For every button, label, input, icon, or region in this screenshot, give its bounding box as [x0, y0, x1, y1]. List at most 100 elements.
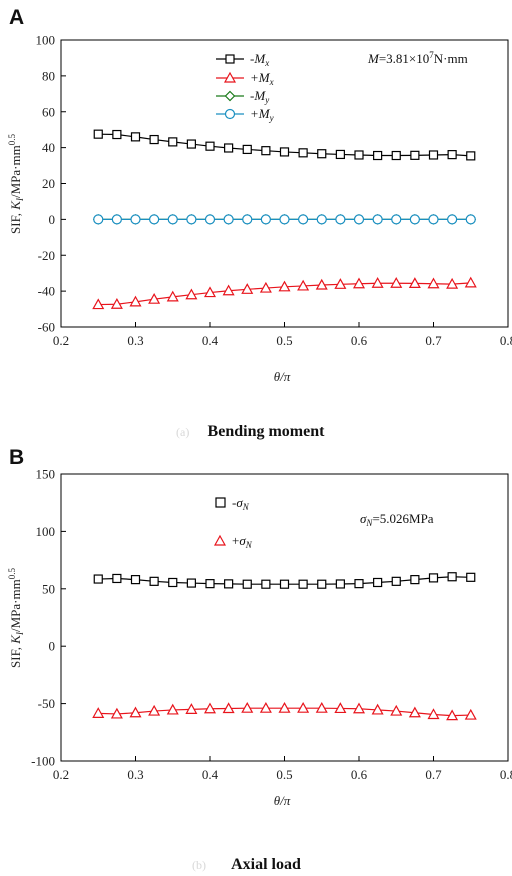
data-point-plus-sigman	[315, 701, 328, 713]
annotation-b: σN=5.026MPa	[360, 511, 434, 528]
data-point-minus-mx	[354, 150, 364, 160]
data-point-plus-my	[335, 214, 346, 225]
data-point-minus-sigman	[391, 576, 401, 586]
legend-label-plus-mx: +Mx	[250, 70, 274, 87]
legend-entry-plus-my: +My	[216, 106, 274, 123]
data-point-minus-mx	[261, 146, 271, 156]
y-axis-label-b: SIF, KI/MPa·mm0.5	[7, 568, 25, 668]
data-point-plus-mx	[129, 295, 142, 307]
y-tick-label: 0	[49, 639, 56, 654]
data-point-minus-sigman	[112, 573, 122, 584]
data-point-plus-sigman	[278, 701, 291, 713]
data-point-plus-mx	[110, 297, 123, 309]
data-point-minus-sigman	[261, 579, 271, 589]
data-point-minus-mx	[298, 148, 308, 158]
legend-marker-plus-sigma	[213, 534, 227, 546]
legend-label-minus-mx: -Mx	[250, 51, 269, 68]
data-point-minus-sigman	[447, 572, 457, 582]
data-point-plus-mx	[352, 277, 366, 289]
data-point-minus-mx	[224, 143, 234, 153]
legend-marker-minus-my	[224, 90, 236, 102]
data-point-plus-my	[279, 214, 290, 225]
data-point-plus-sigman	[129, 706, 142, 718]
legend-marker-minus-mx	[225, 54, 235, 64]
x-tick-label: 0.2	[53, 333, 69, 348]
data-point-plus-my	[93, 214, 104, 225]
data-point-minus-sigman	[242, 579, 252, 589]
y-tick-label: 60	[42, 104, 55, 119]
data-point-minus-sigman	[186, 578, 196, 588]
data-point-minus-sigman	[428, 573, 439, 583]
y-tick-label: 150	[36, 467, 56, 482]
data-point-minus-mx	[279, 147, 290, 157]
data-point-plus-my	[204, 214, 216, 225]
data-point-plus-my	[391, 214, 402, 225]
caption-b: Axial load	[231, 856, 301, 873]
data-point-minus-sigman	[149, 576, 159, 586]
y-tick-label: 0	[49, 212, 56, 227]
data-point-plus-sigman	[464, 708, 477, 720]
data-point-minus-sigman	[335, 579, 345, 589]
legend-label-plus-sigma: +σN	[232, 533, 253, 550]
data-point-minus-sigman	[224, 579, 234, 589]
data-point-plus-my	[428, 214, 439, 225]
x-axis-label-b: θ/π	[274, 793, 291, 808]
data-point-plus-my	[465, 214, 476, 225]
data-point-plus-mx	[203, 286, 217, 298]
data-point-plus-mx	[334, 278, 347, 289]
y-tick-label: 100	[36, 33, 56, 48]
legend-entry-plus-sigma: +σN	[213, 533, 253, 550]
data-point-minus-mx	[466, 151, 476, 161]
data-point-plus-mx	[315, 278, 328, 290]
y-tick-label: 50	[42, 581, 55, 596]
y-axis-label-a: SIF, KI/MPa·mm0.5	[7, 134, 25, 234]
data-point-plus-my	[186, 214, 197, 225]
x-tick-label: 0.3	[127, 333, 143, 348]
legend-label-minus-sigma: -σN	[232, 495, 250, 512]
panel-a: A 0.2 0.3 0.4 0.5 0.6 0.7 0.8 -60 -40 -20 0 20 40 60 8…	[7, 6, 512, 440]
data-point-minus-mx	[186, 139, 196, 149]
y-tick-label: -60	[38, 320, 55, 335]
y-tick-label: 20	[42, 176, 55, 191]
caption-ghost-a: (a)	[176, 425, 189, 439]
panel-b: B 0.20.30.40.50.60.70.8-100-50050100150 …	[7, 446, 512, 873]
legend-entry-minus-sigma: -σN	[215, 495, 250, 512]
data-point-minus-sigman	[130, 575, 141, 585]
data-point-minus-mx	[410, 150, 420, 160]
data-point-minus-sigman	[205, 579, 215, 589]
data-point-minus-sigman	[373, 577, 383, 588]
data-point-minus-sigman	[466, 572, 476, 582]
data-point-plus-my	[242, 214, 253, 225]
data-point-plus-sigman	[241, 701, 254, 713]
data-point-minus-sigman	[410, 575, 420, 585]
legend-entry-plus-mx: +Mx	[216, 70, 274, 87]
data-point-plus-my	[130, 214, 141, 225]
data-point-plus-sigman	[390, 704, 403, 716]
data-point-plus-mx	[166, 290, 179, 302]
x-tick-label: 0.8	[500, 333, 512, 348]
x-tick-label: 0.3	[127, 767, 143, 782]
data-point-minus-mx	[168, 137, 178, 147]
data-point-plus-my	[260, 214, 271, 225]
data-point-plus-mx	[185, 288, 198, 300]
y-tick-label: -50	[38, 696, 55, 711]
data-point-minus-mx	[130, 132, 141, 142]
data-point-plus-mx	[446, 277, 459, 289]
data-point-minus-mx	[93, 129, 103, 139]
data-point-plus-sigman	[166, 703, 179, 715]
data-point-plus-sigman	[110, 707, 123, 719]
data-point-minus-mx	[112, 129, 122, 140]
legend-entry-minus-mx: -Mx	[216, 51, 269, 68]
data-point-plus-mx	[297, 279, 310, 291]
data-point-plus-sigman	[222, 702, 235, 714]
annotation-a: M=3.81×107N·mm	[367, 50, 468, 66]
y-tick-label: -20	[38, 248, 55, 263]
data-point-plus-mx	[390, 276, 403, 288]
data-point-plus-mx	[427, 277, 440, 289]
data-point-plus-my	[409, 214, 420, 225]
data-point-minus-mx	[391, 150, 401, 161]
x-tick-label: 0.5	[276, 767, 292, 782]
data-point-plus-mx	[241, 283, 254, 294]
data-point-plus-my	[167, 214, 178, 225]
